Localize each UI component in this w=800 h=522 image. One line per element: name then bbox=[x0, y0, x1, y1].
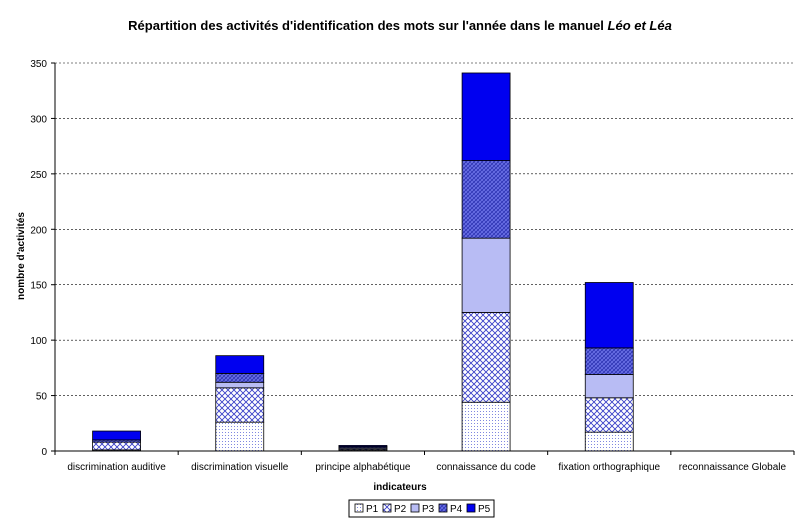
legend-swatch-p2 bbox=[382, 503, 392, 513]
legend: P1 P2 P3 P4 P5 bbox=[348, 499, 495, 518]
legend-label-p5: P5 bbox=[478, 504, 491, 515]
bar-segment-p1 bbox=[215, 421, 265, 452]
chart-title: Répartition des activités d'identificati… bbox=[128, 18, 672, 33]
y-tick-label: 50 bbox=[36, 392, 48, 403]
bar-segment-p5 bbox=[338, 445, 388, 447]
chart-title-main: Répartition des activités d'identificati… bbox=[128, 18, 607, 33]
bar-segment-p5 bbox=[461, 72, 511, 161]
x-category-label: fixation orthographique bbox=[558, 462, 660, 473]
gridlines bbox=[51, 62, 794, 452]
y-tick-label: 100 bbox=[30, 336, 47, 347]
x-category-label: principe alphabétique bbox=[315, 462, 411, 473]
y-tick-label: 0 bbox=[41, 447, 47, 458]
bar-segment-p2 bbox=[215, 387, 265, 423]
axes bbox=[54, 63, 795, 455]
bar-segment-p5 bbox=[215, 355, 265, 374]
y-tick-label: 250 bbox=[30, 170, 47, 181]
bar-segment-p2 bbox=[92, 441, 141, 451]
legend-label-p4: P4 bbox=[450, 504, 463, 515]
legend-label-p2: P2 bbox=[394, 504, 407, 515]
bar-segment-p5 bbox=[92, 430, 141, 441]
legend-swatch-p4 bbox=[438, 503, 448, 513]
y-tick-labels: 0 50 100 150 200 250 300 350 bbox=[30, 59, 47, 458]
y-tick-label: 200 bbox=[30, 225, 47, 236]
legend-label-p3: P3 bbox=[422, 504, 435, 515]
legend-swatch-p1 bbox=[354, 503, 364, 513]
legend-label-p1: P1 bbox=[366, 504, 379, 515]
legend-swatch-p5 bbox=[466, 503, 476, 513]
legend-swatch-p3 bbox=[410, 503, 420, 513]
y-axis-title: nombre d'activités bbox=[16, 212, 27, 300]
x-category-label: connaissance du code bbox=[436, 462, 536, 473]
y-tick-label: 350 bbox=[30, 59, 47, 70]
bars bbox=[92, 72, 634, 452]
x-axis-title: indicateurs bbox=[373, 482, 427, 493]
bar-segment-p4 bbox=[215, 372, 265, 383]
bar-segment-p2 bbox=[584, 397, 634, 433]
x-category-label: discrimination visuelle bbox=[191, 462, 289, 473]
bar-segment-p4 bbox=[584, 347, 634, 375]
bar-segment-p3 bbox=[461, 237, 511, 313]
bar-segment-p3 bbox=[215, 381, 265, 389]
bar-segment-p4 bbox=[461, 160, 511, 239]
bar-segment-p1 bbox=[584, 431, 634, 452]
chart-title-emphasis: Léo et Léa bbox=[608, 18, 672, 33]
x-category-label: reconnaissance Globale bbox=[679, 462, 787, 473]
bar-segment-p2 bbox=[461, 312, 511, 403]
x-category-labels: discrimination auditive discrimination vi… bbox=[67, 462, 786, 473]
bar-segment-p5 bbox=[584, 282, 634, 349]
x-category-label: discrimination auditive bbox=[67, 462, 166, 473]
bar-segment-p3 bbox=[584, 374, 634, 399]
bar-segment-p1 bbox=[461, 401, 511, 452]
y-tick-label: 300 bbox=[30, 114, 47, 125]
y-tick-label: 150 bbox=[30, 281, 47, 292]
